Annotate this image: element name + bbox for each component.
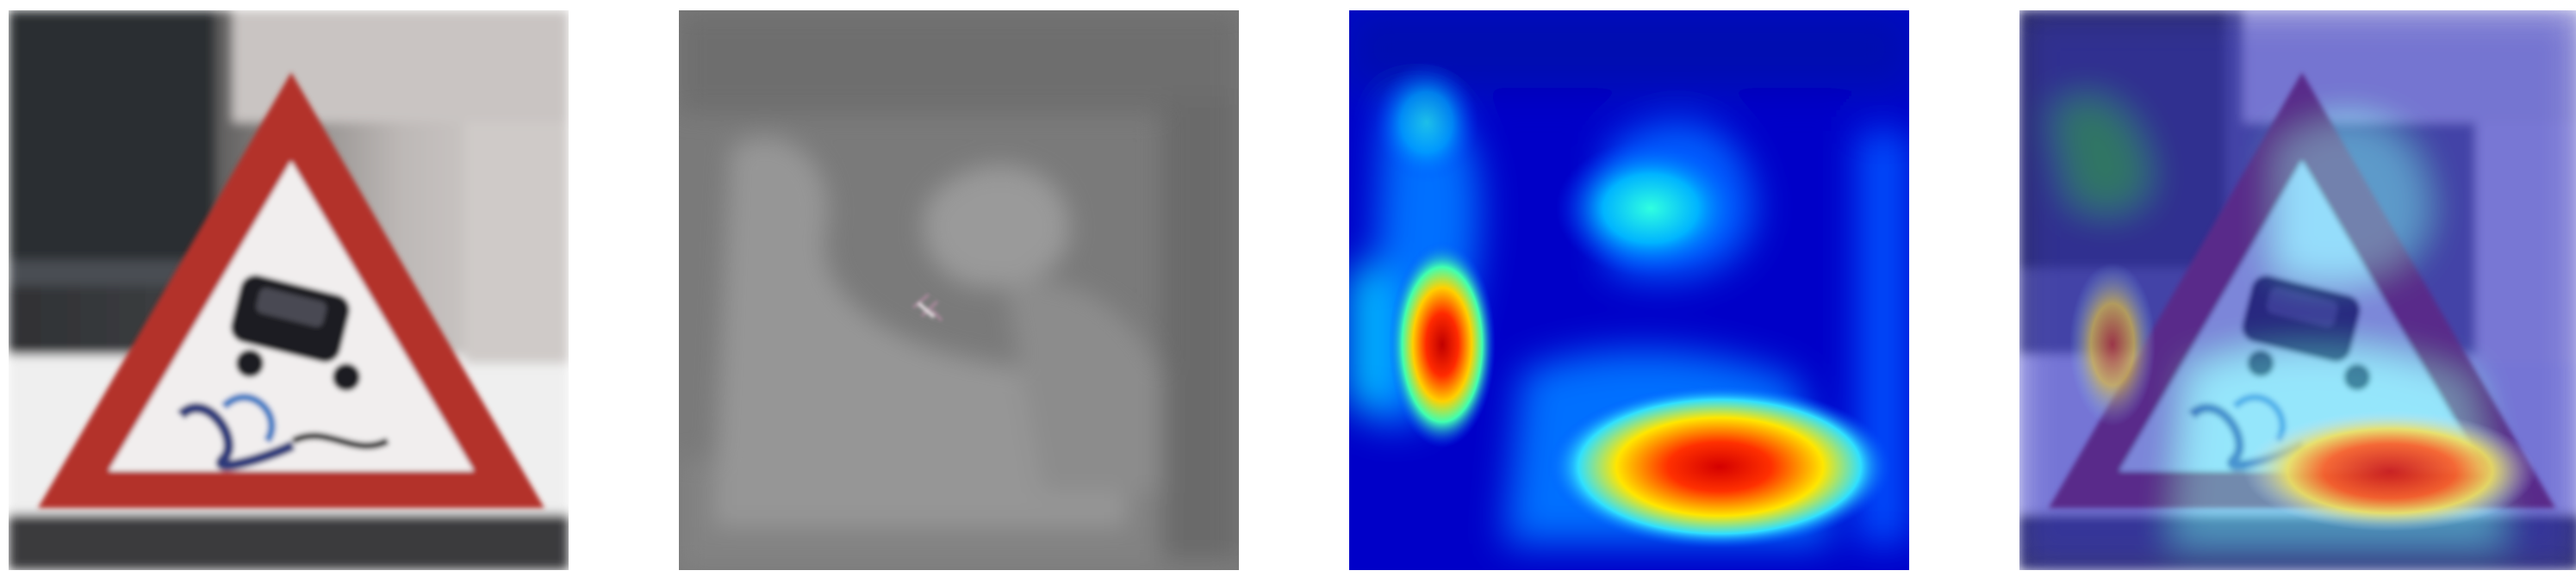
heatmap-overlay-panel bbox=[2019, 10, 2576, 570]
sign-photo bbox=[9, 10, 569, 570]
saliency-map bbox=[679, 10, 1239, 570]
heatmap-overlay bbox=[2019, 10, 2576, 570]
input-photo-panel bbox=[9, 10, 569, 570]
activation-heatmap bbox=[1349, 10, 1909, 570]
activation-heatmap-panel bbox=[1349, 10, 1909, 570]
saliency-map-panel bbox=[679, 10, 1239, 570]
